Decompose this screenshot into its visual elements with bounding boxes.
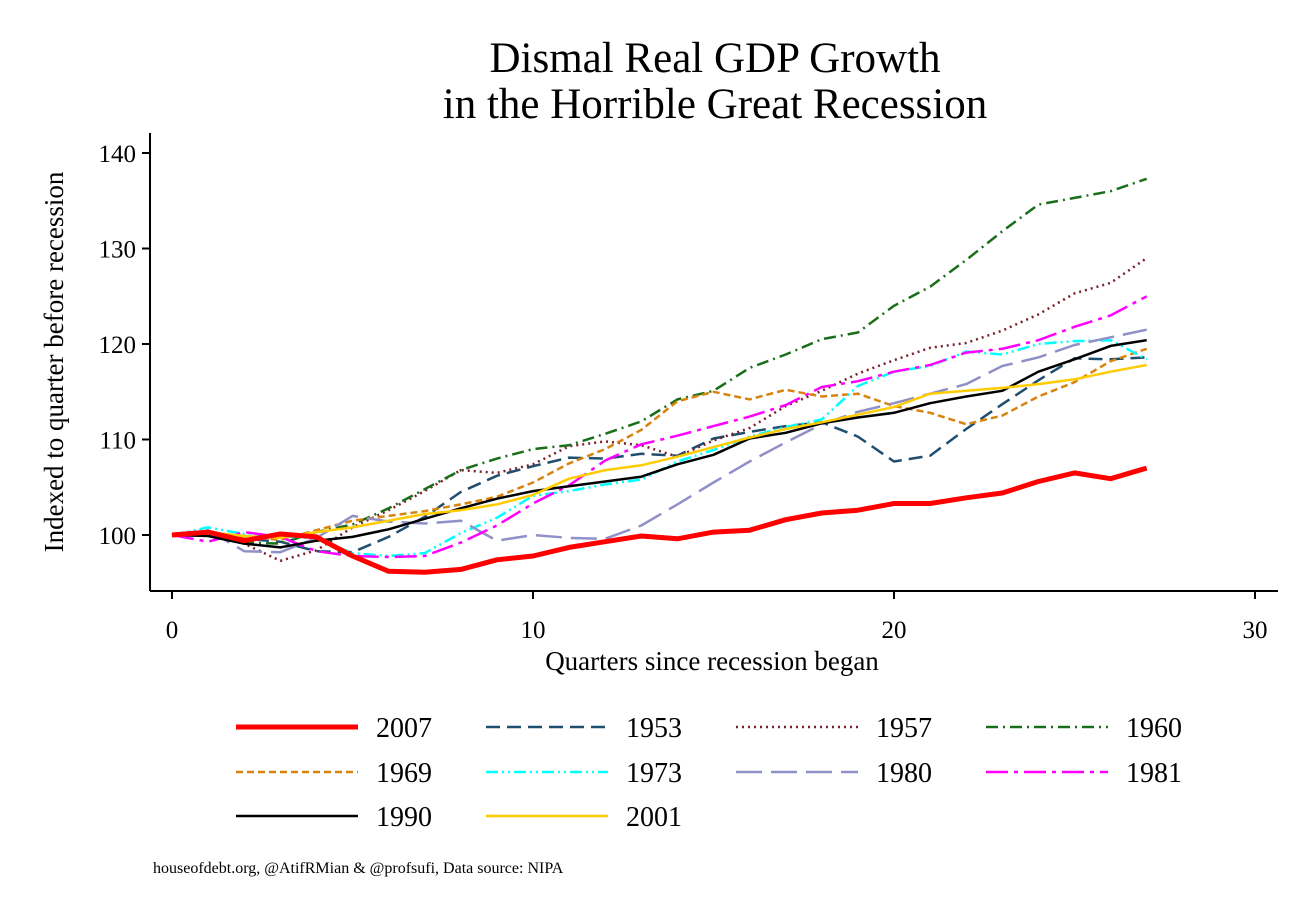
chart-title: Dismal Real GDP Growth	[489, 35, 941, 82]
y-tick-label: 120	[99, 332, 137, 359]
series-line-1981	[171, 295, 1148, 559]
legend-label-1973: 1973	[626, 758, 682, 789]
x-tick-label: 30	[1243, 617, 1268, 644]
series-line-1957	[171, 257, 1148, 563]
legend: 2007 1953 1957 1960 1969 1973 1980 1981 1990 2001	[236, 713, 1182, 833]
legend-label-1981: 1981	[1126, 758, 1182, 789]
legend-label-2001: 2001	[626, 802, 682, 833]
series-line-1960	[171, 177, 1148, 545]
y-tick-label: 110	[99, 428, 136, 455]
series-line-2001	[171, 363, 1147, 540]
x-tick-label: 10	[521, 617, 546, 644]
series-layer	[171, 177, 1148, 575]
series-line-1953	[171, 356, 1147, 554]
x-axis-title: Quarters since recession began	[545, 646, 879, 676]
x-tick-label: 0	[166, 617, 179, 644]
legend-label-1990: 1990	[376, 802, 432, 833]
y-tick-label: 130	[99, 237, 137, 264]
series-line-1990	[171, 338, 1147, 549]
legend-label-1953: 1953	[626, 713, 682, 744]
series-line-2007	[171, 465, 1148, 575]
legend-label-1957: 1957	[876, 713, 932, 744]
y-axis-title: Indexed to quarter before recession	[39, 171, 69, 552]
legend-label-1980: 1980	[876, 758, 932, 789]
axes: 100 110 120 130 140 0 10 20 30 Quarters since rec…	[39, 133, 1278, 676]
series-line-1973	[171, 338, 1148, 558]
series-line-1969	[171, 347, 1148, 542]
legend-label-2007: 2007	[376, 713, 432, 744]
source-note: houseofdebt.org, @AtifRMian & @profsufi,…	[153, 860, 564, 877]
y-tick-label: 140	[99, 141, 137, 168]
legend-label-1960: 1960	[1126, 713, 1182, 744]
y-tick-label: 100	[99, 523, 137, 550]
x-tick-label: 20	[882, 617, 907, 644]
legend-label-1969: 1969	[376, 758, 432, 789]
chart-subtitle: in the Horrible Great Recession	[442, 81, 988, 128]
series-line-1980	[171, 328, 1147, 554]
